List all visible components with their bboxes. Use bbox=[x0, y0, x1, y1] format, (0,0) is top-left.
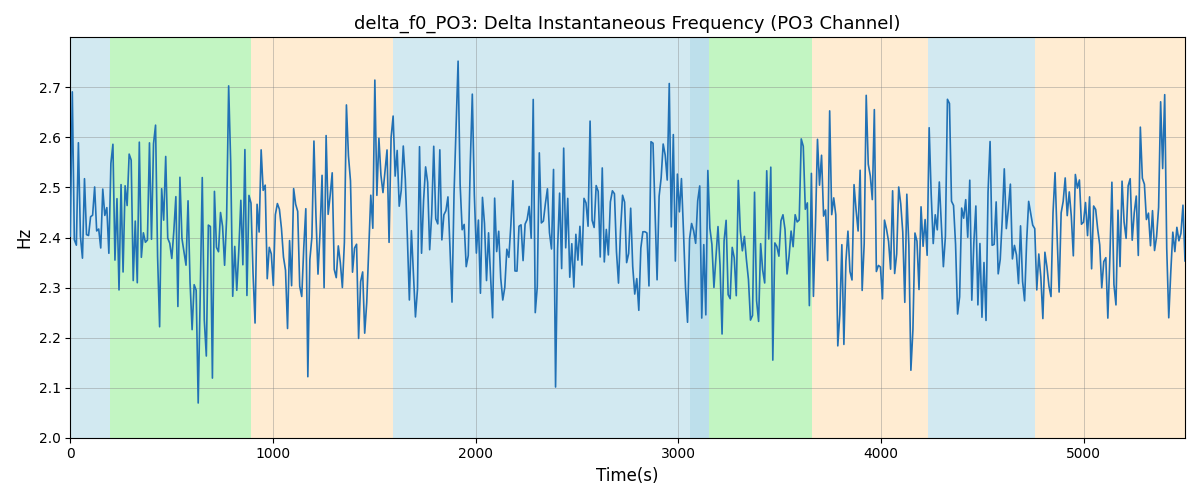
Bar bbox=[109, 38, 251, 438]
Bar bbox=[690, 38, 709, 438]
Bar bbox=[251, 38, 392, 438]
Title: delta_f0_PO3: Delta Instantaneous Frequency (PO3 Channel): delta_f0_PO3: Delta Instantaneous Freque… bbox=[354, 15, 901, 34]
X-axis label: Time(s): Time(s) bbox=[596, 467, 659, 485]
Y-axis label: Hz: Hz bbox=[16, 227, 34, 248]
Bar bbox=[392, 38, 690, 438]
Bar bbox=[928, 38, 1036, 438]
Bar bbox=[709, 38, 812, 438]
Bar bbox=[1036, 38, 1186, 438]
Bar bbox=[812, 38, 928, 438]
Bar bbox=[71, 38, 109, 438]
